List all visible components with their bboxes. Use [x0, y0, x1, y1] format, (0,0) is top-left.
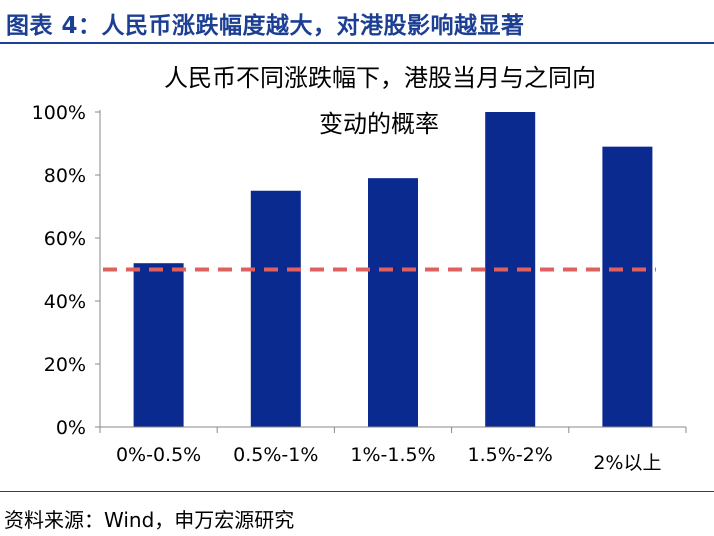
chart-title-line-1: 人民币不同涨跌幅下，港股当月与之同向 [164, 64, 596, 92]
y-tick-label: 80% [44, 165, 86, 187]
x-axis-labels: 0%-0.5% 0.5%-1% 1%-1.5% 1.5%-2% 2%以上 [116, 444, 662, 474]
footer-divider [0, 491, 714, 492]
bars [103, 112, 656, 427]
chart-container: 人民币不同涨跌幅下，港股当月与之同向 变动的概率 0% 20% 40% 60% 80% 1… [0, 50, 714, 490]
x-tick-label: 2%以上 [593, 452, 661, 474]
y-tick-label: 40% [44, 291, 86, 313]
figure-title: 图表 4：人民币涨跌幅度越大，对港股影响越显著 [6, 13, 525, 39]
y-tick-label: 100% [32, 102, 86, 124]
figure-header: 图表 4：人民币涨跌幅度越大，对港股影响越显著 [0, 0, 714, 42]
bar-3 [368, 178, 418, 427]
x-tick-label: 1.5%-2% [468, 444, 553, 466]
x-tick-label: 1%-1.5% [350, 444, 435, 466]
bar-2 [250, 190, 301, 427]
y-axis-ticks: 0% 20% 40% 60% 80% 100% [32, 102, 100, 439]
chart-title-line-2: 变动的概率 [319, 110, 439, 138]
bar-chart: 人民币不同涨跌幅下，港股当月与之同向 变动的概率 0% 20% 40% 60% 80% 1… [32, 64, 687, 474]
y-tick-label: 60% [44, 228, 86, 250]
y-tick-label: 20% [44, 354, 86, 376]
source-note: 资料来源：Wind，申万宏源研究 [4, 508, 295, 532]
chart-title: 人民币不同涨跌幅下，港股当月与之同向 变动的概率 [164, 64, 596, 138]
header-divider [0, 42, 714, 44]
bar-1 [133, 263, 184, 427]
axes [99, 110, 687, 433]
x-tick-label: 0.5%-1% [233, 444, 318, 466]
y-tick-label: 0% [56, 417, 86, 439]
x-tick-label: 0%-0.5% [116, 444, 201, 466]
bar-5 [602, 146, 653, 427]
